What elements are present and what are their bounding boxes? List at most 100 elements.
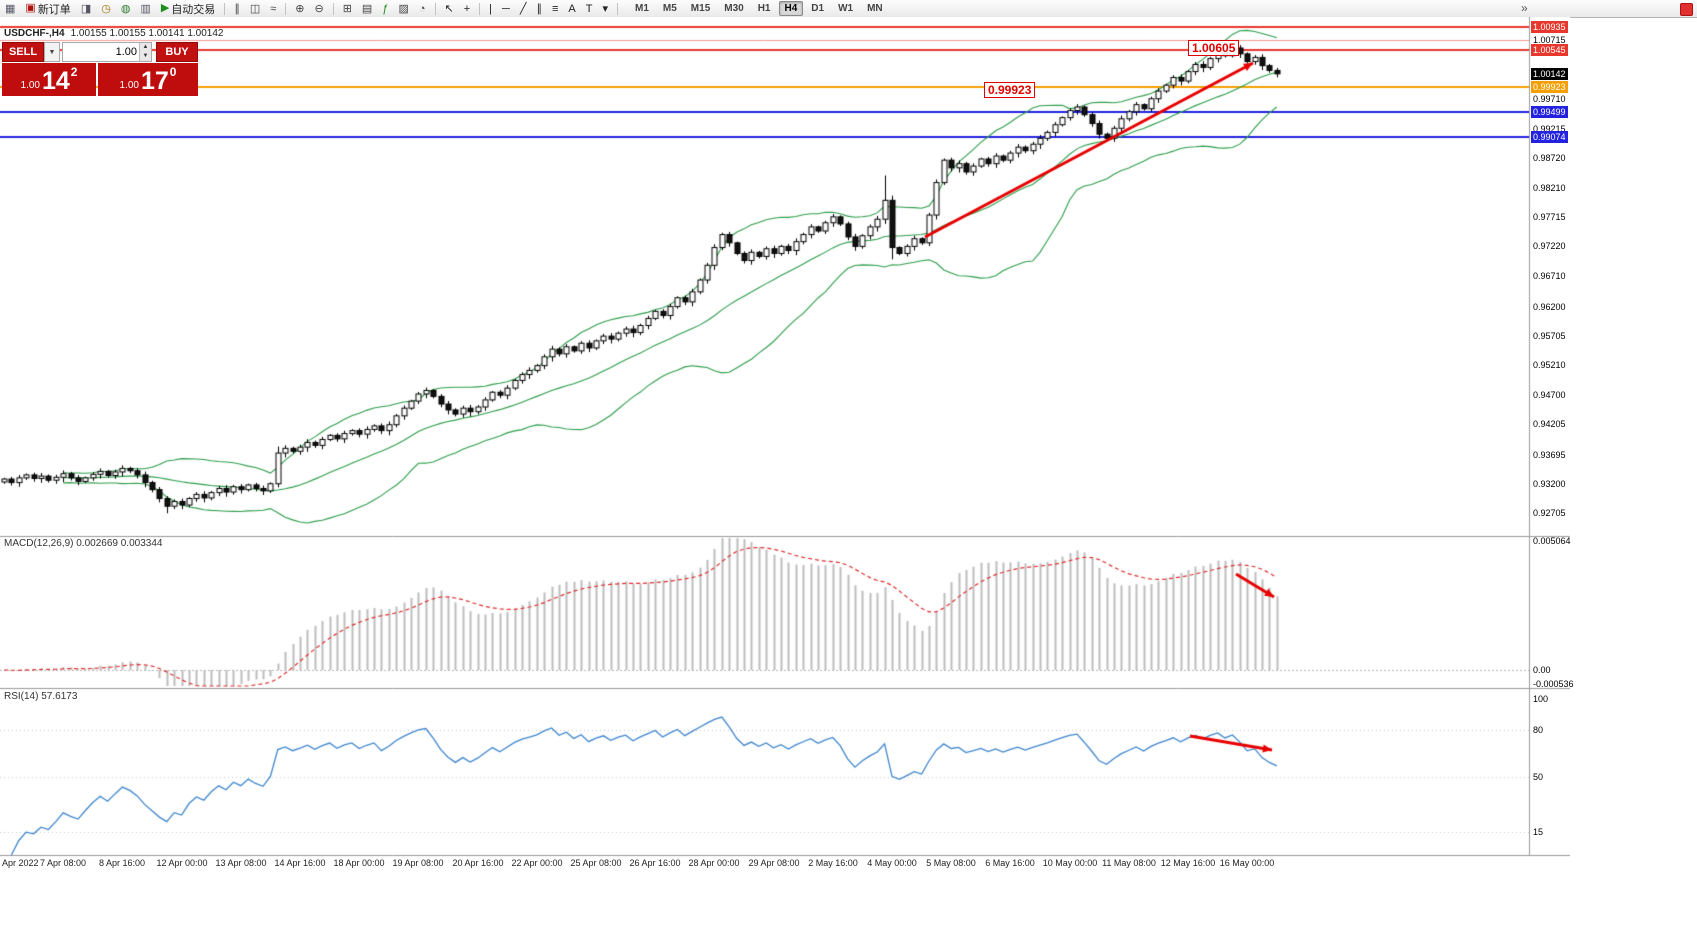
volume-stepper: ▲ ▼ (139, 43, 151, 61)
buy-price-sup: 0 (169, 65, 177, 79)
volume-up-button[interactable]: ▲ (139, 43, 151, 52)
new-order-button[interactable]: ▣ 新订单 (21, 0, 74, 17)
timeframe-m1[interactable]: M1 (634, 3, 649, 14)
label-tool-icon[interactable]: T (585, 2, 593, 15)
alerts-icon[interactable]: ◷ (101, 3, 111, 15)
price-axis-label: 0.94700 (1533, 390, 1566, 401)
timeframe-m5[interactable]: M5 (662, 3, 677, 14)
channel-icon[interactable]: ∥ (536, 3, 542, 15)
buy-price-button[interactable]: 1.00 17 0 (98, 63, 198, 96)
timeframe-m30[interactable]: M30 (724, 3, 744, 14)
time-axis-label: 8 Apr 16:00 (98, 858, 146, 868)
notification-icon[interactable] (1680, 3, 1693, 16)
time-axis-label: 26 Apr 16:00 (629, 858, 681, 868)
price-axis-label: 0.96200 (1533, 301, 1566, 312)
zoom-out-icon[interactable]: ⊖ (314, 3, 324, 15)
resistance-price-annotation[interactable]: 1.00605 (1188, 40, 1240, 56)
macd-axis-label: 0.00 (1533, 665, 1551, 675)
navigator-icon[interactable]: ◍ (120, 3, 131, 15)
sell-button[interactable]: SELL (2, 42, 44, 62)
time-axis-label: 19 Apr 08:00 (392, 858, 444, 868)
terminal-icon[interactable]: ▥ (140, 3, 151, 15)
price-axis-label: 0.97220 (1533, 241, 1566, 252)
arrows-tool-icon[interactable]: ▾ (602, 3, 608, 15)
sell-price-big: 14 (41, 67, 70, 95)
toolbar-overflow-icon[interactable]: » (1521, 1, 1528, 15)
time-axis-label: 13 Apr 08:00 (215, 858, 267, 868)
toolbar-separator (479, 2, 481, 15)
text-tool-icon[interactable]: A (568, 2, 576, 15)
rsi-axis-label: 15 (1533, 826, 1544, 837)
templates-icon[interactable]: ▨ (398, 3, 409, 15)
price-axis-label: 1.00142 (1531, 67, 1568, 80)
new-chart-icon[interactable]: ▦ (5, 3, 16, 15)
tile-windows-icon[interactable]: ⊞ (342, 3, 352, 15)
fibonacci-icon[interactable]: ≡ (551, 2, 559, 15)
price-axis-label: 0.99923 (1531, 80, 1568, 93)
one-click-trade-panel: SELL ▼ ▲ ▼ BUY 1.00 14 2 1.00 17 0 (2, 42, 198, 96)
macd-indicator-label: MACD(12,26,9) 0.002669 0.003344 (4, 538, 163, 549)
cascade-windows-icon[interactable]: ▤ (361, 3, 373, 15)
macd-axis-label: -0.000536 (1533, 678, 1574, 689)
chart-canvas[interactable] (0, 17, 1570, 873)
price-axis-label: 0.99499 (1531, 105, 1568, 118)
time-axis-label: 16 May 00:00 (1219, 858, 1275, 868)
toolbar-separator (332, 2, 334, 15)
rsi-axis-label: 80 (1533, 725, 1544, 736)
toolbar-separator (285, 2, 287, 15)
time-axis-label: 7 Apr 08:00 (39, 858, 87, 868)
volume-input[interactable] (63, 43, 139, 61)
price-axis-label: 0.98720 (1533, 152, 1566, 163)
autotrading-button-label: 自动交易 (171, 3, 216, 16)
trade-panel-prices: 1.00 14 2 1.00 17 0 (2, 63, 198, 96)
timeframe-d1[interactable]: D1 (811, 3, 825, 14)
indicators-icon[interactable]: ƒ (382, 2, 389, 15)
chart-symbol-label: USDCHF-,H4 (4, 28, 65, 39)
trendline-icon[interactable]: ╱ (519, 3, 527, 15)
rsi-axis-label: 100 (1533, 694, 1549, 704)
autotrading-icon: ▶ (160, 2, 170, 14)
chart-profiles-icon[interactable]: ◨ (80, 3, 92, 15)
time-axis-label: 18 Apr 00:00 (333, 858, 385, 868)
cursor-icon[interactable]: ↖ (444, 3, 454, 15)
timeframe-mn[interactable]: MN (867, 3, 883, 14)
price-axis-label: 0.99074 (1531, 130, 1568, 143)
time-axis-label: 6 May 16:00 (985, 858, 1035, 868)
price-axis-label: 0.98210 (1533, 182, 1566, 193)
buy-button[interactable]: BUY (156, 42, 198, 62)
buy-price-prefix: 1.00 (119, 80, 139, 91)
timeframe-w1[interactable]: W1 (838, 3, 854, 14)
time-axis-label: 11 May 08:00 (1102, 858, 1156, 868)
new-order-button-label: 新订单 (37, 3, 71, 16)
volume-down-button[interactable]: ▼ (139, 52, 151, 61)
time-axis-label: 4 May 00:00 (867, 858, 917, 868)
time-axis-label: 12 Apr 00:00 (156, 858, 208, 868)
period-icon[interactable]: ◔ (418, 2, 426, 15)
sell-price-button[interactable]: 1.00 14 2 (2, 63, 96, 96)
crosshair-icon[interactable]: + (463, 2, 471, 15)
price-axis-label: 0.94205 (1533, 419, 1566, 430)
price-axis-label: 0.93695 (1533, 449, 1566, 460)
toolbar-separator (616, 2, 618, 15)
time-axis-label: 22 Apr 00:00 (511, 858, 563, 868)
support-price-annotation[interactable]: 0.99923 (984, 82, 1036, 98)
candlestick-chart-icon[interactable]: ◫ (249, 3, 261, 15)
zoom-in-icon[interactable]: ⊕ (295, 3, 305, 15)
volume-field: ▲ ▼ (62, 42, 152, 62)
vertical-line-icon[interactable]: | (489, 2, 493, 15)
order-options-dropdown[interactable]: ▼ (44, 42, 60, 62)
bar-chart-icon[interactable]: ∥ (234, 3, 240, 15)
main-toolbar: ▦ ▣ 新订单 ◨ ◷ ◍ ▥ ▶ 自动交易 ∥ ◫ ≈ ⊕ ⊖ ⊞ ▤ ƒ ▨ ◔ ↖ + | ─ ╱ ∥ ≡ A T ▾ M1 M5 M1… (0, 0, 1697, 18)
time-axis[interactable]: Apr 2022 7 Apr 08:00 8 Apr 16:00 12 Apr 00:… (0, 856, 1570, 872)
price-axis[interactable]: 1.00935 1.00715 1.00545 1.00142 0.99923 0.997… (1531, 17, 1591, 855)
macd-axis-label: 0.005064 (1533, 536, 1571, 546)
horizontal-line-icon[interactable]: ─ (502, 2, 510, 15)
autotrading-button[interactable]: ▶ 自动交易 (157, 0, 219, 17)
sell-price-prefix: 1.00 (20, 80, 40, 91)
time-axis-label: 25 Apr 08:00 (570, 858, 622, 868)
timeframe-m15[interactable]: M15 (690, 3, 711, 14)
line-chart-icon[interactable]: ≈ (270, 2, 277, 15)
timeframe-h1[interactable]: H1 (757, 3, 771, 14)
timeframe-h4[interactable]: H4 (778, 1, 804, 16)
